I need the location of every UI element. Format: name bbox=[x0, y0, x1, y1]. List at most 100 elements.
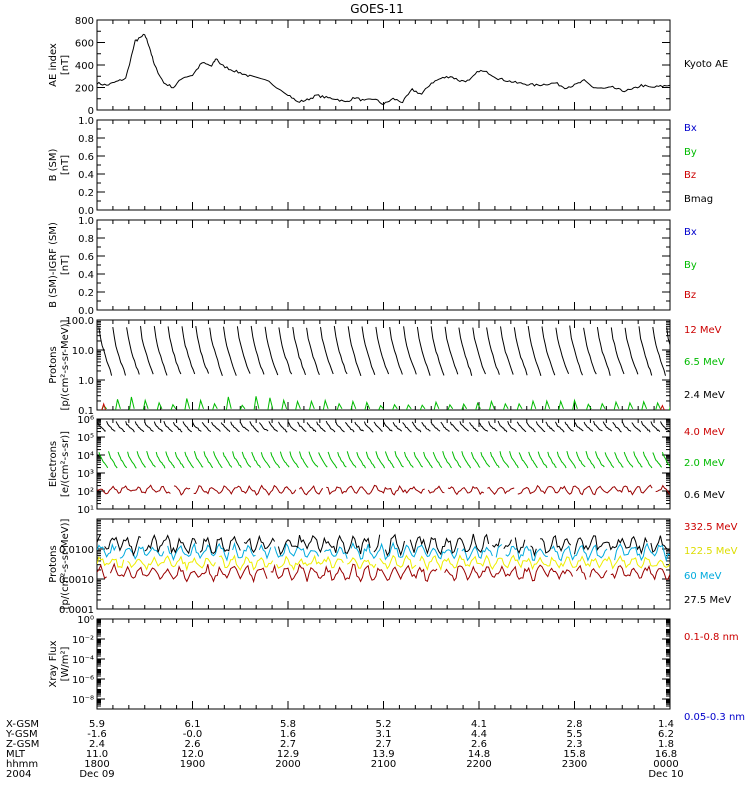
series-protons-27-5-mev-segment bbox=[199, 535, 241, 555]
series-electrons-0-6-mev-segment bbox=[640, 421, 651, 433]
panel-xray: 10⁻⁸ 10⁻⁶ 10⁻⁴ 10⁻² 10⁰ Xray Flux [W/m²] 0.1-0.… bbox=[48, 615, 745, 723]
y-tick-label: 0.1 bbox=[78, 406, 94, 417]
y-axis-label-line: [p/(cm²-s-sr-MeV)] bbox=[60, 518, 71, 609]
axis-row-value: 2.4 bbox=[89, 739, 105, 750]
y-tick-label: 100.0 bbox=[65, 316, 94, 327]
y-axis-label-line: [nT] bbox=[60, 155, 71, 175]
series-protons-60-mev-segment bbox=[350, 541, 459, 561]
axis-row-value: 5.2 bbox=[376, 719, 392, 730]
series-electrons-2-0-mev-segment bbox=[537, 451, 548, 469]
series-electrons-2-0-mev-segment bbox=[528, 451, 538, 469]
y-tick-label: 0.4 bbox=[78, 170, 94, 181]
panel-frame bbox=[96, 418, 671, 510]
series-protons-27-5-mev-segment bbox=[492, 538, 501, 548]
series-electrons-2-0-mev-segment bbox=[136, 451, 147, 468]
series-protons-332-5-mev-segment bbox=[97, 563, 107, 580]
y-tick-label: 1.0 bbox=[78, 116, 94, 127]
series-electrons-0-6-mev-segment bbox=[488, 421, 498, 432]
panel-electrons: 10¹ 10² 10³ 10⁴ 10⁵ 10⁶ Electrons [e/(cm²-s-sr)… bbox=[48, 415, 725, 516]
panel-frame bbox=[96, 618, 671, 710]
series-electrons-0-6-mev-segment bbox=[201, 421, 212, 433]
y-axis-label-line: [p/(cm²-s-sr-MeV)] bbox=[60, 319, 71, 410]
series-electrons-0-6-mev-segment bbox=[430, 421, 441, 432]
series-electrons-0-6-mev-segment bbox=[507, 420, 517, 433]
series-protons-27-5-mev-segment bbox=[97, 533, 102, 543]
series-electrons-2-0-mev-segment bbox=[614, 452, 624, 468]
series-electrons-2-0-mev-segment bbox=[413, 451, 424, 468]
y-tick-label: 10⁵ bbox=[77, 433, 94, 444]
y-tick-label: 10⁻² bbox=[72, 635, 94, 646]
y-tick-label: 10⁰ bbox=[77, 615, 94, 626]
axis-row-label: X-GSM bbox=[6, 719, 39, 730]
minor-ticks bbox=[97, 419, 670, 505]
series-electrons-2-0-mev-segment bbox=[404, 451, 414, 468]
series-protons-332-5-mev bbox=[97, 562, 670, 584]
series-electrons-0-6-mev-segment bbox=[469, 422, 479, 432]
axis-row-value: 5.9 bbox=[89, 719, 105, 730]
y-tick-label: 600 bbox=[75, 39, 94, 50]
proton-12-spike bbox=[659, 404, 665, 410]
axis-row-value: 4.4 bbox=[471, 729, 487, 740]
series-electrons-0-6-mev-segment bbox=[373, 421, 383, 432]
series-electrons-2-0-mev-segment bbox=[623, 451, 634, 468]
series-protons-2-4-mev-segment bbox=[416, 326, 431, 376]
legend-entry: Bz bbox=[684, 170, 696, 181]
series-protons-2-4-mev-segment bbox=[167, 326, 182, 375]
y-axis-label: AE index [nT] bbox=[48, 43, 71, 87]
series-electrons-0-6-mev-segment bbox=[192, 421, 202, 432]
axis-row-value: 2.6 bbox=[185, 739, 201, 750]
series-electrons-0-6-mev-segment bbox=[144, 421, 154, 432]
series-electrons-2-0-mev-segment bbox=[490, 451, 500, 469]
series-protons-2-4-mev-segment bbox=[486, 327, 500, 375]
series-electrons-0-6-mev-segment bbox=[564, 421, 574, 432]
series-protons-2-4-mev-segment bbox=[624, 327, 639, 375]
series-electrons-4-0-mev bbox=[97, 484, 670, 496]
proton-6-5-spike bbox=[516, 402, 523, 410]
y-tick-label: 10⁻⁴ bbox=[72, 655, 94, 666]
minor-ticks bbox=[97, 320, 670, 402]
series-protons-27-5-mev-segment bbox=[514, 537, 526, 554]
series-electrons-2-0-mev-segment bbox=[604, 452, 615, 469]
panel-b-sm: 0.0 0.2 0.4 0.6 0.8 1.0 B (SM) [nT] Bx By Bz Bmag bbox=[48, 116, 713, 217]
legend-entry: By bbox=[684, 260, 697, 271]
y-tick-label: 200 bbox=[75, 84, 94, 95]
series-protons-60-mev-segment bbox=[119, 546, 165, 560]
series-protons-60-mev-segment bbox=[461, 545, 493, 562]
series-protons-2-4-mev-segment bbox=[444, 326, 459, 375]
axis-row-value: 1800 bbox=[84, 759, 109, 770]
proton-6-5-spike bbox=[641, 400, 648, 410]
series-electrons-0-6-mev-segment bbox=[383, 421, 393, 432]
series-protons-2-4-mev-segment bbox=[153, 326, 168, 376]
minor-ticks bbox=[97, 618, 670, 707]
series-electrons-2-0-mev-segment bbox=[241, 451, 252, 468]
series-electrons-0-6-mev-segment bbox=[297, 421, 307, 432]
axis-row-value: 13.9 bbox=[372, 749, 394, 760]
series-electrons-2-0-mev-segment bbox=[251, 451, 261, 468]
series-protons-122-5-mev-segment bbox=[97, 556, 125, 569]
panel-b-igrf: 0.0 0.2 0.4 0.6 0.8 1.0 B (SM)-IGRF (SM) [nT] Bx… bbox=[48, 216, 697, 317]
axis-row-label: Z-GSM bbox=[6, 739, 39, 750]
series-electrons-2-0-mev-segment bbox=[470, 452, 481, 468]
y-tick-label: 0.6 bbox=[78, 252, 94, 263]
axis-row-value: 14.8 bbox=[468, 749, 490, 760]
series-electrons-2-0-mev-segment bbox=[642, 451, 653, 469]
panel-frame bbox=[96, 119, 671, 211]
series-electrons-2-0-mev-segment bbox=[165, 451, 175, 469]
legend-entry: 6.5 MeV bbox=[684, 357, 725, 368]
series-electrons-2-0-mev-segment bbox=[213, 451, 223, 469]
proton-6-5-spike bbox=[405, 403, 412, 410]
series-protons-2-4-mev-segment bbox=[292, 327, 306, 376]
series-protons-2-4-mev-segment bbox=[195, 326, 210, 374]
y-tick-label: 0.0 bbox=[78, 206, 94, 217]
series-electrons-0-6-mev-segment bbox=[258, 422, 269, 432]
proton-6-5-spike bbox=[572, 398, 578, 410]
series-electrons-0-6-mev-segment bbox=[583, 421, 594, 432]
series-protons-2-4-mev-segment bbox=[181, 326, 196, 375]
minor-ticks bbox=[97, 119, 670, 211]
series-electrons-2-0-mev-segment bbox=[193, 451, 204, 468]
y-tick-label: 1.0 bbox=[78, 216, 94, 227]
series-electrons-2-0-mev-segment bbox=[547, 451, 557, 468]
y-axis-label-line: [nT] bbox=[60, 255, 71, 275]
series-electrons-2-0-mev-segment bbox=[270, 452, 281, 469]
